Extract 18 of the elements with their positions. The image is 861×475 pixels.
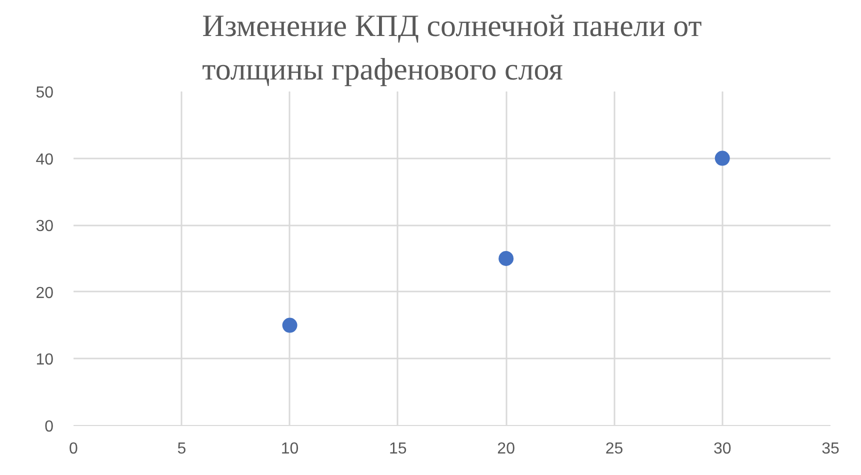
y-tick-label: 0: [44, 418, 54, 436]
x-tick-label: 25: [605, 440, 624, 458]
y-tick-label: 10: [36, 352, 54, 369]
x-tick-label: 35: [822, 440, 840, 458]
point: [498, 251, 514, 266]
y-tick-label: 30: [36, 218, 54, 236]
y-tick-label: 20: [36, 284, 54, 302]
x-tick-label: 30: [713, 440, 732, 458]
point: [714, 150, 730, 166]
y-tick-label: 50: [36, 84, 54, 102]
chart-title: Изменение КПД солнечной панели от толщины графенового слоя: [202, 8, 702, 86]
x-tick-label: 0: [69, 440, 78, 458]
y-tick-label: 40: [36, 151, 54, 168]
point: [282, 318, 298, 333]
x-tick-label: 10: [280, 440, 299, 458]
x-tick-label: 20: [497, 440, 516, 458]
x-tick-label: 15: [389, 440, 407, 458]
x-tick-label: 5: [177, 440, 186, 458]
